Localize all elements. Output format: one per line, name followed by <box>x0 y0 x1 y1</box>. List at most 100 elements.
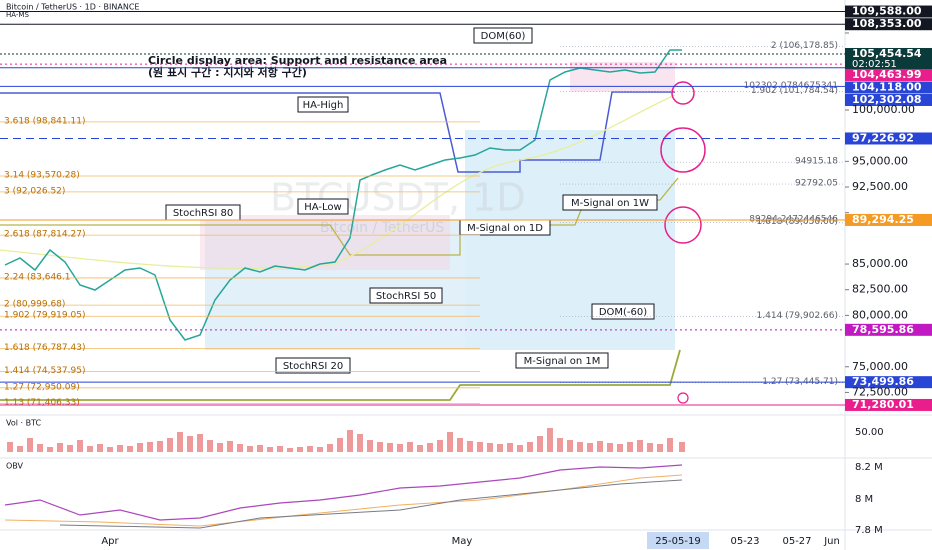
note-line: (원 표시 구간 : 지지와 저항 구간) <box>148 65 307 79</box>
price-tag-label: 78,595.86 <box>852 323 914 336</box>
price-tick-label: 95,000.00 <box>852 154 908 167</box>
fib-label: 2 (80,999.68) <box>4 300 65 310</box>
price-tag-label: 108,353.00 <box>852 17 922 30</box>
fib-label: 2 (106,178.85) <box>771 41 838 51</box>
price-tag-label: 109,588.00 <box>852 5 922 18</box>
svg-text:HA-Low: HA-Low <box>304 202 341 213</box>
price-tick-label: 80,000.00 <box>852 308 908 321</box>
price-line <box>4 49 682 341</box>
price-tag-label: 105,454.54 <box>852 47 922 60</box>
shade <box>200 215 450 270</box>
annotation: HA-Low <box>297 198 349 215</box>
svg-text:HA-High: HA-High <box>303 100 344 111</box>
volume-bars <box>7 428 685 452</box>
annotation: M-Signal on 1W <box>562 194 658 211</box>
fib-label: 2.618 (87,814.27) <box>4 230 85 240</box>
annotation: DOM(-60) <box>591 303 655 320</box>
svg-text:DOM(60): DOM(60) <box>481 31 526 42</box>
obv-band <box>59 479 683 529</box>
price-tag <box>845 81 932 94</box>
svg-text:StochRSI 80: StochRSI 80 <box>173 208 233 219</box>
volume-title: Vol · BTC <box>6 419 42 428</box>
price-tag <box>845 5 932 18</box>
price-tick-label: 72,500.00 <box>852 385 908 398</box>
annotation: M-Signal on 1M <box>515 352 609 369</box>
indicator-header: HA-MS <box>6 11 29 19</box>
price-tag-label: 104,463.99 <box>852 68 922 81</box>
time-label: Apr <box>101 536 119 547</box>
price-tag <box>845 18 932 31</box>
price-tick-label: 100,000.00 <box>852 103 915 116</box>
price-tag <box>845 323 932 336</box>
fib-label: 1.414 (74,537.95) <box>4 366 85 376</box>
annotation: StochRSI 50 <box>369 287 443 304</box>
annotation: StochRSI 20 <box>275 357 351 374</box>
countdown: 02:02:51 <box>852 59 897 70</box>
fib-label: 2.24 (83,646.1 <box>4 272 71 282</box>
obv-tick: 7.8 M <box>855 525 883 536</box>
annotation: HA-High <box>297 96 349 113</box>
annotation: M-Signal on 1D <box>459 219 551 236</box>
price-tag <box>845 93 932 106</box>
time-label: 05-27 <box>782 536 811 547</box>
symbol-header: Bitcoin / TetherUS · 1D · BINANCE <box>6 3 139 12</box>
fib-label: 1.902 (101,784.54) <box>751 86 838 96</box>
price-tag <box>845 398 932 411</box>
note-line: Circle display area: Support and resista… <box>148 54 447 67</box>
fib-label: 3.14 (93,570.28) <box>4 171 80 181</box>
price-tag <box>845 47 932 70</box>
fib-label: 1.27 (72,950.09) <box>4 382 80 392</box>
fib-label: 1.13 (71,406.33) <box>4 398 80 408</box>
ha-line <box>0 91 675 173</box>
obv-title: OBV <box>6 462 24 471</box>
m-signal-1m <box>0 349 681 401</box>
svg-text:M-Signal on 1W: M-Signal on 1W <box>571 198 649 209</box>
price-tick-label: 75,000.00 <box>852 360 908 373</box>
price-tick-label: 92,500.00 <box>852 180 908 193</box>
obv-ma <box>4 474 683 527</box>
time-label: 25-05-19 <box>655 536 700 547</box>
annotation: DOM(60) <box>473 27 533 44</box>
shade <box>570 62 675 92</box>
fib-label: 94915.18 <box>795 157 838 167</box>
price-tick-label: 82,500.00 <box>852 283 908 296</box>
svg-text:DOM(-60): DOM(-60) <box>599 307 647 318</box>
price-tag <box>845 132 932 145</box>
annotation: StochRSI 80 <box>165 204 241 221</box>
fib-label: 3.618 (98,841.11) <box>4 116 85 126</box>
fib-label: 1.902 (79,919.05) <box>4 311 85 321</box>
price-tag-label: 89,294.25 <box>852 213 914 226</box>
price-tag <box>845 68 932 81</box>
obv-tick: 8 M <box>855 494 873 505</box>
svg-text:StochRSI 20: StochRSI 20 <box>283 361 343 372</box>
price-tag-label: 104,118.00 <box>852 80 922 93</box>
volume-tick: 50.00 <box>855 427 884 438</box>
fib-label: 3 (92,026.52) <box>4 186 65 196</box>
circle-marker <box>664 206 702 244</box>
obv-line <box>4 464 683 521</box>
price-tag <box>845 376 932 389</box>
price-tag-label: 102,302.08 <box>852 93 922 106</box>
svg-text:StochRSI 50: StochRSI 50 <box>376 291 436 302</box>
circle-marker <box>671 81 695 105</box>
time-label: May <box>452 536 473 547</box>
obv-tick: 8.2 M <box>855 462 883 473</box>
watermark-sub: Bitcoin / TetherUS <box>320 220 444 236</box>
svg-text:M-Signal on 1D: M-Signal on 1D <box>467 223 543 234</box>
time-label: Jun <box>823 536 840 547</box>
circle-marker <box>677 392 689 404</box>
svg-text:M-Signal on 1M: M-Signal on 1M <box>524 356 601 367</box>
price-tag <box>845 213 932 226</box>
price-tag-label: 73,499.86 <box>852 375 914 388</box>
fib-label: 1.618 (76,787.43) <box>4 343 85 353</box>
price-tag-label: 97,226.92 <box>852 131 914 144</box>
fib-label: 92792.05 <box>795 179 838 189</box>
price-tag-label: 71,280.01 <box>852 398 914 411</box>
fib-label: 1.618 (89,050.00) <box>757 217 838 227</box>
price-tick-label: 85,000.00 <box>852 257 908 270</box>
time-label: 05-23 <box>730 536 759 547</box>
time-highlight <box>647 532 709 549</box>
circle-marker <box>660 127 706 173</box>
